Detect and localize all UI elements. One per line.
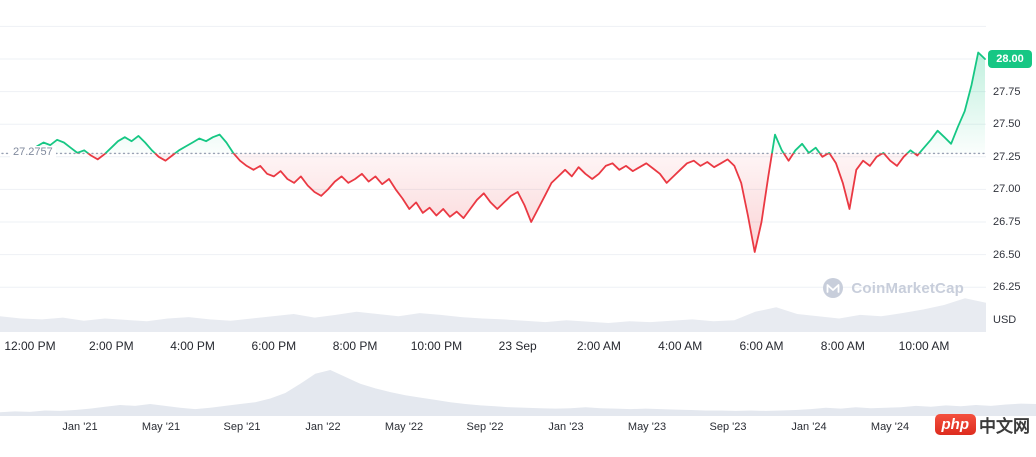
volume-area [0,298,986,332]
price-line-up-segment [29,51,986,154]
php-cn-watermark: php 中文网 [934,412,1030,437]
baseline-price-label: 27.2757 [10,146,56,158]
current-price-badge: 28.00 [988,50,1032,68]
php-logo-badge: php [934,414,976,435]
price-area-below-baseline [30,153,985,252]
coinmarketcap-label: CoinMarketCap [851,279,964,297]
coinmarketcap-logo-icon [823,278,844,298]
coinmarketcap-watermark: CoinMarketCap [822,277,964,299]
price-line-down-segment [29,153,921,253]
php-cn-label: 中文网 [979,417,1030,436]
timeline-history-minichart[interactable] [0,370,1036,416]
price-area-above-baseline [30,52,985,154]
